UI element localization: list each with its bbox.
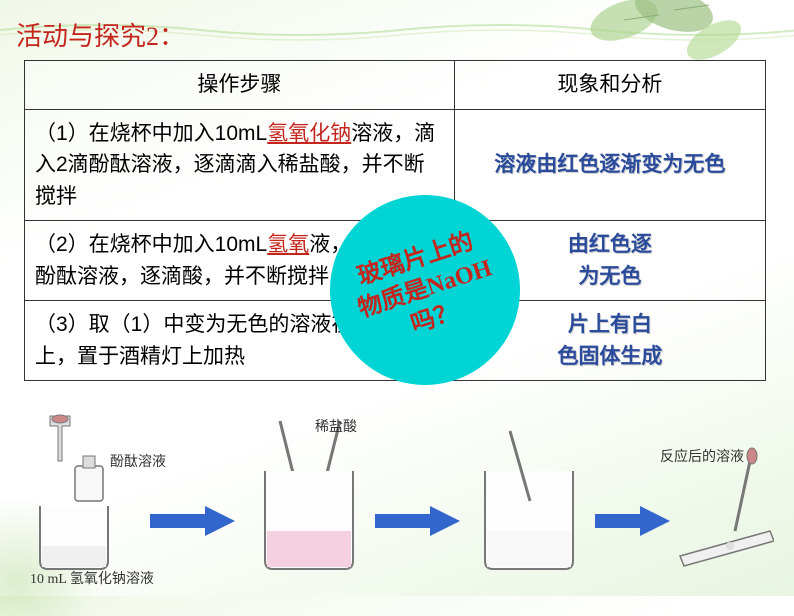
label-hcl: 稀盐酸 [315,419,357,435]
label-naoh: 10 mL 氢氧化钠溶液 [30,571,154,586]
step-text: （2）在烧杯中加入10mL [35,233,267,256]
dropper-setup: 酚酞溶液 10 mL 氢氧化钠溶液 [30,415,166,586]
result-text: 溶液由红色逐渐变为无色 [494,152,725,176]
result-text: 色固体生成 [557,344,662,368]
bubble-text: 玻璃片上的 物质是NaOH 吗？ [345,224,506,356]
arrow-icon [150,506,235,536]
slide-title: 活动与探究2： [16,16,185,53]
glass-slide: 反应后的溶液 [660,448,774,566]
result-text: 片上有白 [568,312,652,336]
result-text: 由红色逐 [568,232,652,256]
beaker-with-rods: 稀盐酸 [265,419,357,569]
beaker-clear [485,431,573,569]
arrow-icon [595,506,670,536]
speech-bubble: 玻璃片上的 物质是NaOH 吗？ [330,195,520,385]
result-text: 为无色 [578,264,641,288]
experiment-diagram: 酚酞溶液 10 mL 氢氧化钠溶液 稀盐酸 反应后的溶液 [20,411,774,586]
step-text: （1）在烧杯中加入10mL [35,122,267,145]
header-steps: 操作步骤 [25,61,455,110]
highlight-text: 氢氧 [267,233,309,256]
header-result: 现象和分析 [454,61,765,110]
label-after: 反应后的溶液 [660,448,744,465]
label-phenol: 酚酞溶液 [110,454,166,470]
highlight-text: 氢氧化钠 [267,122,351,145]
arrow-icon [375,506,460,536]
